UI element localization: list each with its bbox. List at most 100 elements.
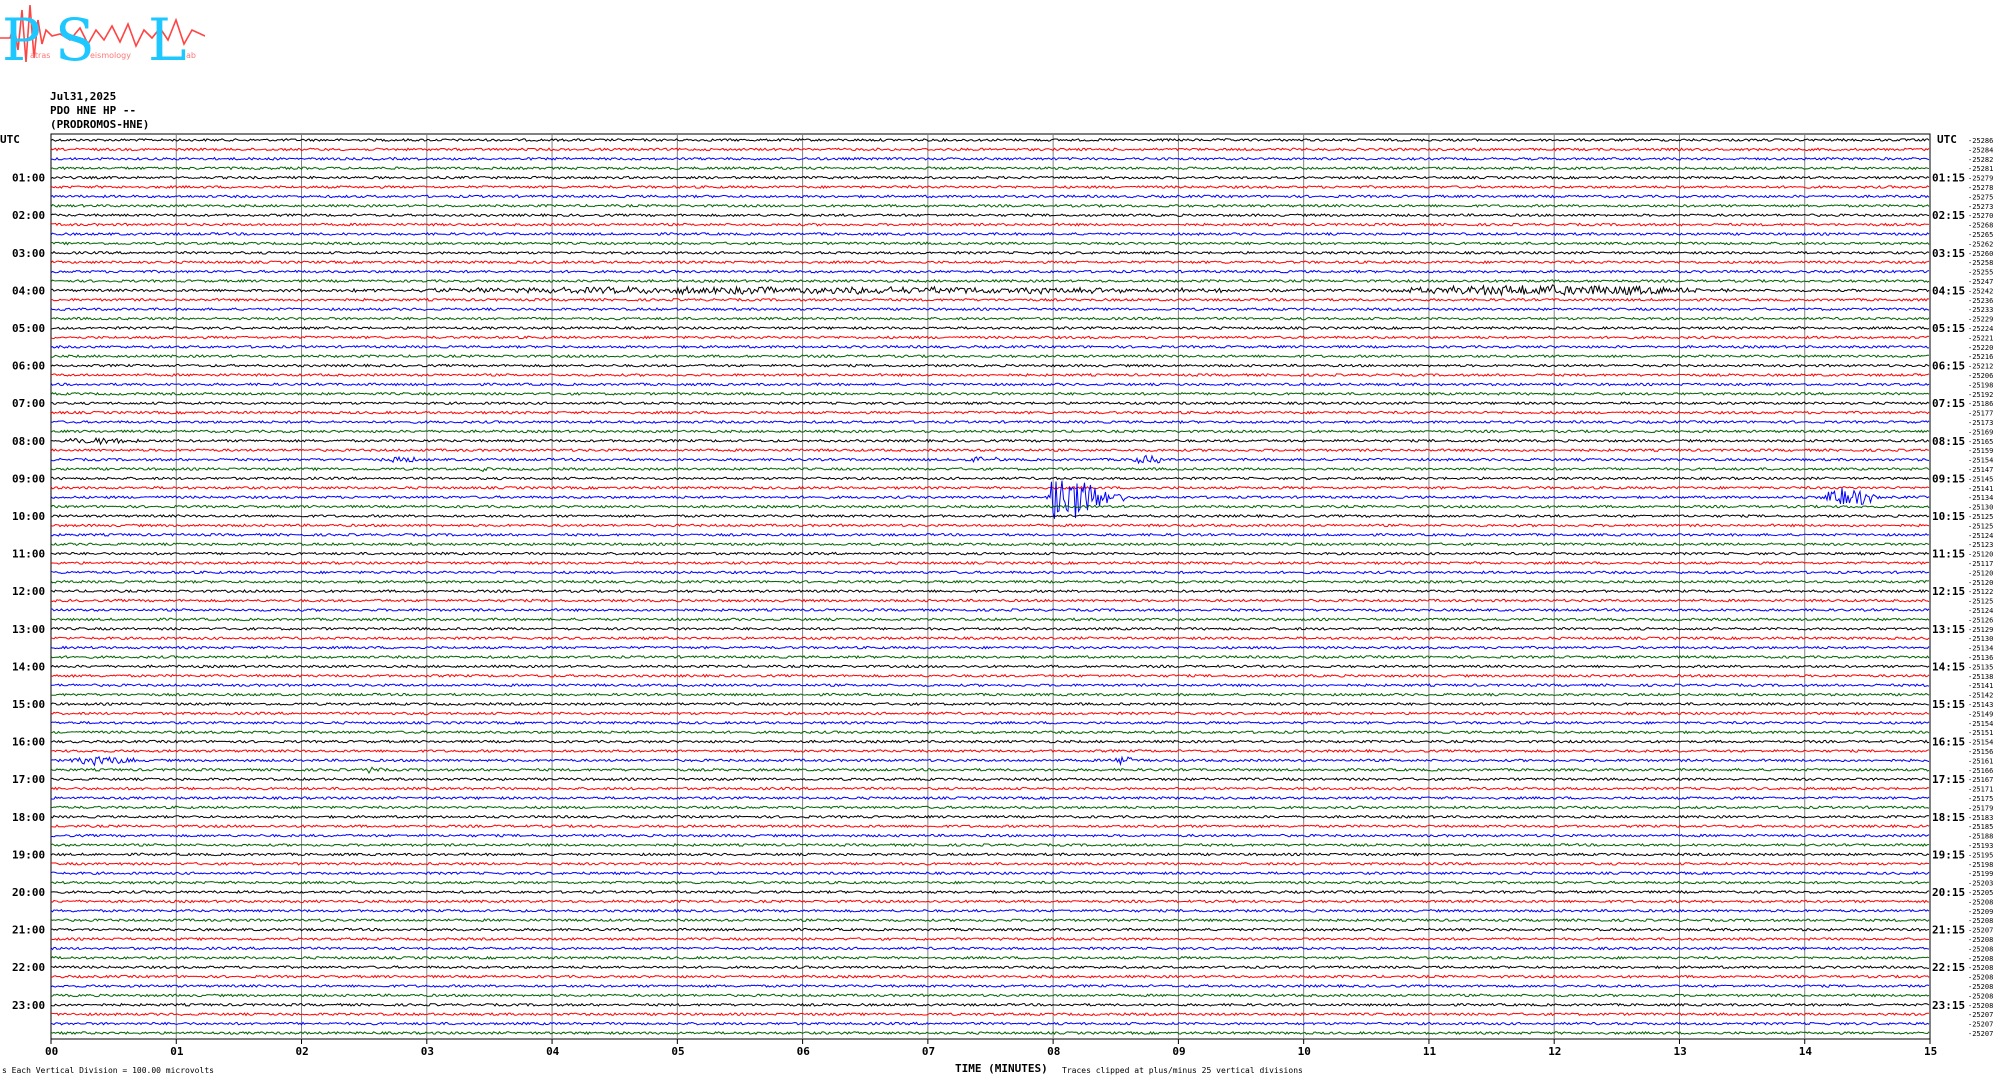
trace-line-61 bbox=[50, 702, 1930, 707]
trace-offset-label: -25281 bbox=[1968, 165, 1993, 173]
right-hour-label: 08:15 bbox=[1932, 435, 1965, 448]
trace-line-13 bbox=[50, 250, 1930, 255]
trace-offset-label: -25186 bbox=[1968, 400, 1993, 408]
trace-line-16 bbox=[50, 278, 1930, 283]
trace-line-68 bbox=[50, 766, 1930, 775]
trace-offset-label: -25208 bbox=[1968, 974, 1993, 982]
trace-line-8 bbox=[50, 203, 1930, 208]
record-date: Jul31,2025 bbox=[50, 90, 117, 103]
left-hour-label: 22:00 bbox=[12, 961, 45, 974]
trace-offset-label: -25205 bbox=[1968, 889, 1993, 897]
trace-offset-label: -25141 bbox=[1968, 485, 1993, 493]
trace-line-84 bbox=[50, 918, 1930, 923]
trace-offset-label: -25145 bbox=[1968, 475, 1993, 483]
logo-letter-s: S bbox=[55, 6, 95, 70]
trace-offset-label: -25193 bbox=[1968, 842, 1993, 850]
trace-line-88 bbox=[50, 955, 1930, 960]
trace-line-85 bbox=[50, 927, 1930, 932]
trace-line-23 bbox=[50, 344, 1929, 349]
trace-line-79 bbox=[50, 871, 1930, 876]
trace-line-76 bbox=[50, 842, 1929, 848]
trace-line-86 bbox=[50, 937, 1930, 942]
x-tick-label: 07 bbox=[922, 1045, 935, 1058]
trace-offset-label: -25169 bbox=[1968, 428, 1993, 436]
trace-offset-label: -25279 bbox=[1968, 175, 1993, 183]
trace-line-60 bbox=[50, 692, 1930, 697]
trace-offset-label: -25270 bbox=[1968, 212, 1993, 220]
trace-offset-label: -25130 bbox=[1968, 635, 1993, 643]
trace-line-56 bbox=[50, 654, 1930, 660]
trace-offset-label: -25208 bbox=[1968, 983, 1993, 991]
trace-offset-label: -25199 bbox=[1968, 870, 1993, 878]
trace-line-54 bbox=[50, 636, 1930, 641]
left-hour-label: 12:00 bbox=[12, 585, 45, 598]
trace-line-67 bbox=[50, 755, 1930, 767]
trace-line-58 bbox=[50, 673, 1930, 678]
right-hour-label: 03:15 bbox=[1932, 247, 1965, 260]
trace-offset-label: -25286 bbox=[1968, 137, 1993, 145]
right-hour-label: 09:15 bbox=[1932, 472, 1965, 485]
trace-line-18 bbox=[50, 297, 1930, 302]
trace-offset-label: -25185 bbox=[1968, 823, 1993, 831]
left-hour-label: 02:00 bbox=[12, 209, 45, 222]
left-hour-label: 09:00 bbox=[12, 472, 45, 485]
right-hour-label: 23:15 bbox=[1932, 999, 1965, 1012]
trace-line-63 bbox=[50, 720, 1930, 725]
x-tick-label: 03 bbox=[421, 1045, 434, 1058]
left-hour-label: 14:00 bbox=[12, 660, 45, 673]
trace-offset-label: -25284 bbox=[1968, 146, 1993, 154]
trace-offset-label: -25149 bbox=[1968, 710, 1993, 718]
logo-word-2: eismology bbox=[90, 51, 131, 60]
trace-line-71 bbox=[50, 795, 1930, 801]
right-hour-label: 20:15 bbox=[1932, 886, 1965, 899]
plot-frame bbox=[50, 133, 1931, 1040]
left-hour-label: 17:00 bbox=[12, 773, 45, 786]
trace-line-2 bbox=[50, 147, 1930, 152]
left-hour-label: 16:00 bbox=[12, 736, 45, 749]
trace-line-73 bbox=[50, 814, 1930, 819]
x-tick-label: 09 bbox=[1172, 1045, 1185, 1058]
trace-line-36 bbox=[50, 467, 1930, 473]
x-tick-label: 13 bbox=[1673, 1045, 1686, 1058]
clip-note: Traces clipped at plus/minus 25 vertical… bbox=[1062, 1066, 1303, 1075]
trace-line-28 bbox=[50, 391, 1930, 396]
left-hour-label: 13:00 bbox=[12, 623, 45, 636]
scale-text: Each Vertical Division = 100.00 microvol… bbox=[11, 1066, 214, 1075]
left-hour-label: 21:00 bbox=[12, 924, 45, 937]
trace-offset-label: -25192 bbox=[1968, 391, 1993, 399]
right-hour-label: 07:15 bbox=[1932, 397, 1965, 410]
trace-offset-label: -25233 bbox=[1968, 306, 1993, 314]
trace-offset-label: -25171 bbox=[1968, 786, 1993, 794]
trace-line-41 bbox=[50, 513, 1930, 519]
trace-offset-label: -25198 bbox=[1968, 381, 1993, 389]
x-axis-label: TIME (MINUTES) bbox=[955, 1062, 1048, 1075]
left-hour-label: 01:00 bbox=[12, 172, 45, 185]
trace-offset-label: -25126 bbox=[1968, 616, 1993, 624]
trace-offset-label: -25195 bbox=[1968, 851, 1993, 859]
trace-offset-label: -25154 bbox=[1968, 739, 1993, 747]
trace-line-5 bbox=[50, 175, 1930, 180]
x-tick-label: 15 bbox=[1924, 1045, 1937, 1058]
right-hour-label: 16:15 bbox=[1932, 736, 1965, 749]
x-tick-label: 11 bbox=[1423, 1045, 1437, 1058]
left-hour-label: 23:00 bbox=[12, 999, 45, 1012]
trace-line-10 bbox=[50, 222, 1930, 227]
trace-offset-label: -25198 bbox=[1968, 861, 1993, 869]
trace-line-33 bbox=[50, 437, 1930, 446]
trace-offset-label: -25125 bbox=[1968, 513, 1993, 521]
left-hour-label: 05:00 bbox=[12, 322, 45, 335]
trace-offset-label: -25142 bbox=[1968, 692, 1993, 700]
trace-line-34 bbox=[50, 448, 1930, 453]
trace-offset-label: -25143 bbox=[1968, 701, 1993, 709]
trace-offset-label: -25161 bbox=[1968, 757, 1993, 765]
right-hour-label: 06:15 bbox=[1932, 360, 1965, 373]
right-hour-label: 04:15 bbox=[1932, 284, 1965, 297]
trace-line-7 bbox=[50, 194, 1930, 199]
trace-offset-label: -25135 bbox=[1968, 663, 1993, 671]
trace-offset-label: -25258 bbox=[1968, 259, 1993, 267]
right-hour-label: 10:15 bbox=[1932, 510, 1965, 523]
x-tick-label: 06 bbox=[797, 1045, 811, 1058]
trace-line-3 bbox=[50, 156, 1930, 161]
trace-offset-label: -25165 bbox=[1968, 438, 1993, 446]
trace-line-45 bbox=[50, 551, 1929, 556]
